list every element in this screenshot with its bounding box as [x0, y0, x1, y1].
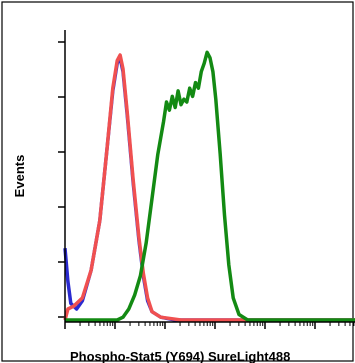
y-axis-label: Events — [12, 155, 27, 198]
series-line-2 — [63, 53, 355, 322]
series-line-3 — [65, 50, 355, 322]
x-axis-label: Phospho-Stat5 (Y694) SureLight488 — [70, 349, 290, 363]
series-group — [63, 50, 355, 322]
